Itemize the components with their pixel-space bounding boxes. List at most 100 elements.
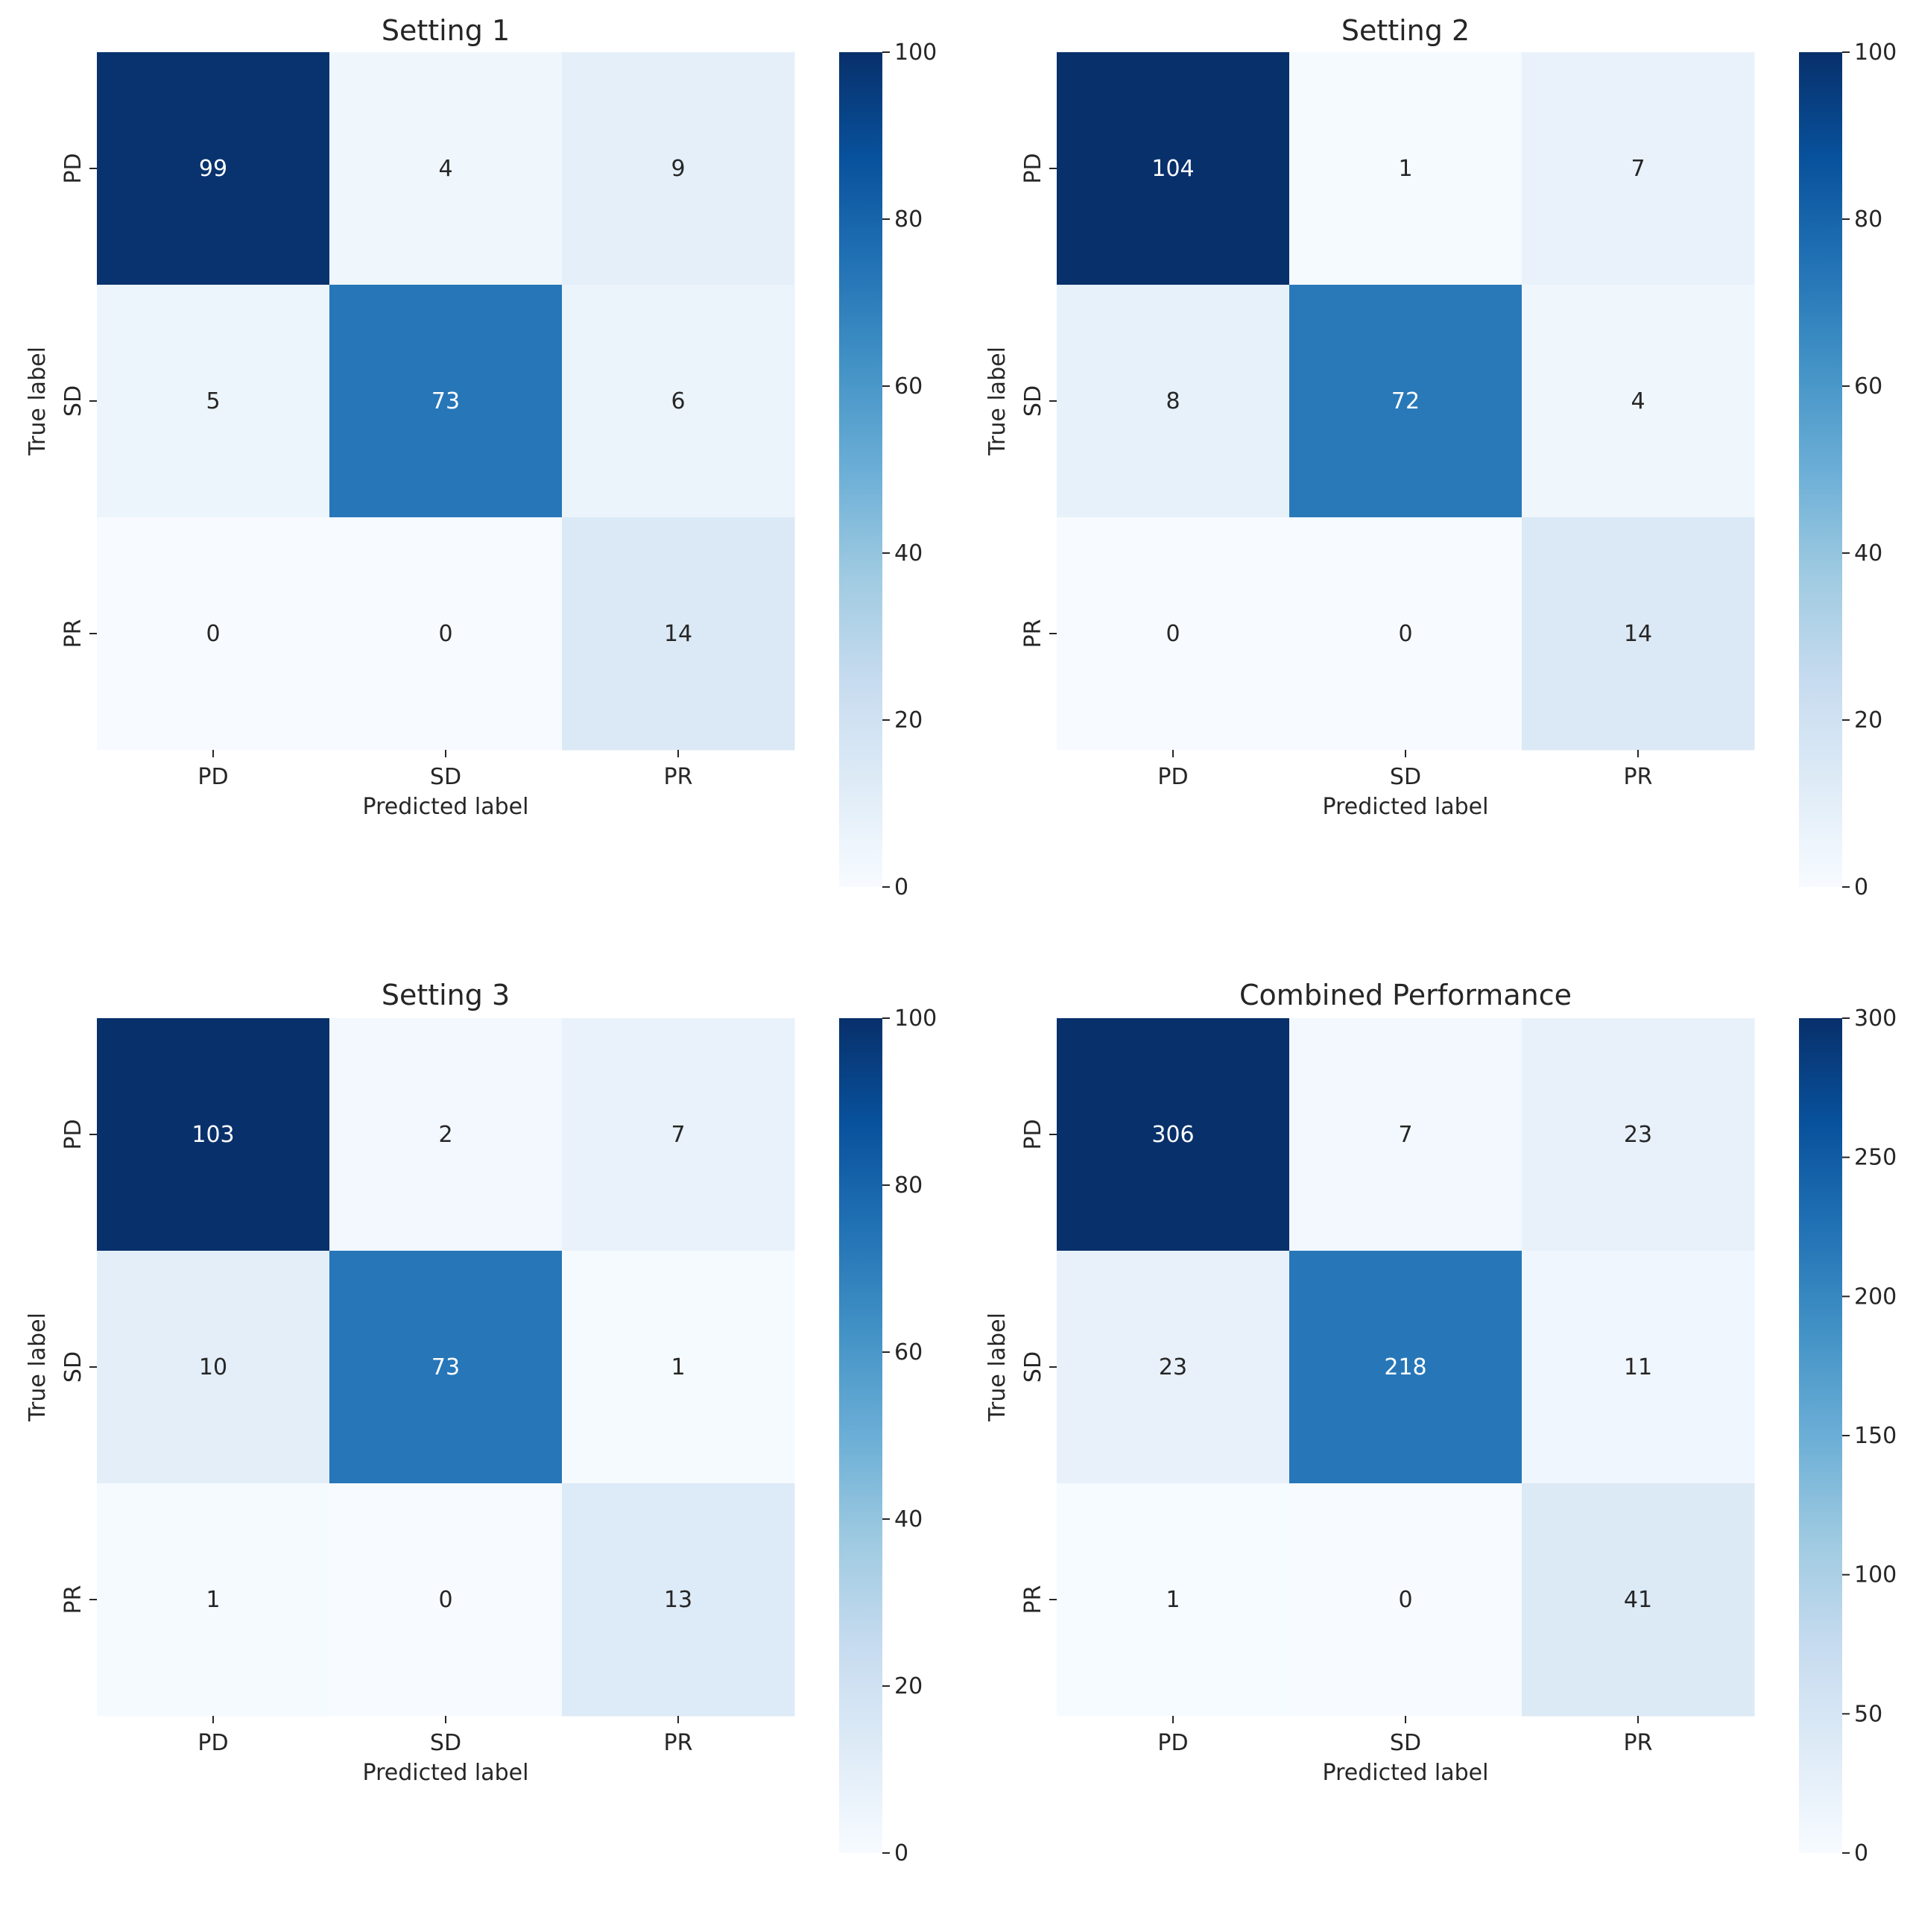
cell-value-label: 0 <box>438 1587 452 1613</box>
colorbar-tick-label: 40 <box>894 540 923 566</box>
x-tick-label: PD <box>1157 764 1188 790</box>
heatmap-cell <box>97 1483 330 1717</box>
colorbar-tick-label: 20 <box>894 707 923 733</box>
colorbar-tick-label: 20 <box>894 1673 923 1699</box>
heatmap-cell <box>329 285 563 518</box>
colorbar <box>1799 1018 1842 1853</box>
colorbar-tick-label: 80 <box>894 1172 923 1199</box>
panel-title: Setting 3 <box>382 979 510 1011</box>
cell-value-label: 41 <box>1624 1587 1652 1613</box>
panel-title: Setting 2 <box>1341 14 1470 47</box>
y-tick-label: PR <box>1020 619 1046 648</box>
cell-value-label: 1 <box>671 1354 685 1380</box>
heatmap-cell <box>1522 1483 1755 1717</box>
cell-value-label: 1 <box>1166 1587 1180 1613</box>
x-tick-label: PD <box>1157 1730 1188 1756</box>
colorbar-tick-label: 150 <box>1854 1423 1897 1449</box>
colorbar <box>1799 52 1842 887</box>
cell-value-label: 0 <box>1398 1587 1412 1613</box>
heatmap-cell <box>1289 52 1523 285</box>
colorbar <box>839 1018 882 1853</box>
y-tick-label: PR <box>1020 1585 1046 1614</box>
heatmap-cell <box>1057 285 1290 518</box>
heatmap-cell <box>562 1483 795 1717</box>
cell-value-label: 2 <box>438 1122 452 1148</box>
colorbar <box>839 52 882 887</box>
cell-value-label: 8 <box>1166 388 1180 414</box>
x-tick-label: SD <box>430 1730 461 1756</box>
colorbar-tick-label: 100 <box>894 40 937 66</box>
y-axis-label: True label <box>984 347 1011 456</box>
y-tick-label: SD <box>1020 1351 1046 1383</box>
heatmap-cell <box>1057 517 1290 751</box>
cell-value-label: 5 <box>206 388 220 414</box>
y-tick-label: SD <box>1020 385 1046 417</box>
cell-value-label: 103 <box>192 1122 234 1148</box>
x-tick-label: SD <box>1390 764 1421 790</box>
colorbar-tick-label: 100 <box>1854 40 1897 66</box>
colorbar-tick-label: 250 <box>1854 1145 1897 1171</box>
heatmap-cell <box>1289 285 1523 518</box>
cell-value-label: 23 <box>1624 1122 1652 1148</box>
heatmap-cell <box>1522 285 1755 518</box>
x-axis-label: Predicted label <box>1323 794 1489 820</box>
y-tick-label: PD <box>60 1119 86 1149</box>
x-axis-label: Predicted label <box>1323 1760 1489 1786</box>
heatmap-cell <box>329 1018 563 1251</box>
x-tick-label: PD <box>197 764 228 790</box>
cell-value-label: 99 <box>199 156 227 182</box>
heatmap-cell <box>1057 1251 1290 1484</box>
x-tick-label: PR <box>1624 1730 1653 1756</box>
cell-value-label: 14 <box>664 621 692 647</box>
y-tick-label: PD <box>1020 1119 1046 1149</box>
cell-value-label: 1 <box>206 1587 220 1613</box>
heatmap-cell <box>329 517 563 751</box>
heatmap-cell <box>1289 1018 1523 1251</box>
colorbar-tick-label: 60 <box>894 1339 923 1366</box>
colorbar-tick-label: 0 <box>1854 1840 1868 1866</box>
colorbar-tick-label: 0 <box>1854 874 1868 900</box>
cell-value-label: 0 <box>1398 621 1412 647</box>
y-tick-label: PR <box>60 619 86 648</box>
cell-value-label: 14 <box>1624 621 1652 647</box>
cell-value-label: 9 <box>671 156 685 182</box>
heatmap-cell <box>97 1251 330 1484</box>
heatmap-cell <box>1522 1018 1755 1251</box>
colorbar-tick-label: 300 <box>1854 1006 1897 1032</box>
cell-value-label: 73 <box>431 1354 460 1380</box>
colorbar-tick-label: 80 <box>894 206 923 233</box>
heatmap-cell <box>97 1018 330 1251</box>
cell-value-label: 4 <box>1631 388 1645 414</box>
colorbar-tick-label: 20 <box>1854 707 1882 733</box>
cell-value-label: 0 <box>1166 621 1180 647</box>
cell-value-label: 7 <box>1398 1122 1412 1148</box>
y-tick-label: SD <box>60 385 86 417</box>
cell-value-label: 6 <box>671 388 685 414</box>
cell-value-label: 13 <box>664 1587 692 1613</box>
cell-value-label: 73 <box>431 388 460 414</box>
x-tick-label: SD <box>1390 1730 1421 1756</box>
cell-value-label: 7 <box>1631 156 1645 182</box>
heatmap-cell <box>97 517 330 751</box>
cell-value-label: 72 <box>1391 388 1420 414</box>
colorbar-tick-label: 60 <box>894 373 923 400</box>
cell-value-label: 23 <box>1159 1354 1187 1380</box>
heatmap-cell <box>562 517 795 751</box>
cell-value-label: 0 <box>206 621 220 647</box>
heatmap-cell <box>562 52 795 285</box>
x-axis-label: Predicted label <box>363 794 529 820</box>
cell-value-label: 218 <box>1384 1354 1426 1380</box>
heatmap-cell <box>1522 52 1755 285</box>
panel-title: Setting 1 <box>382 14 510 47</box>
x-tick-label: PR <box>664 1730 693 1756</box>
x-tick-label: PR <box>664 764 693 790</box>
heatmap-cell <box>97 52 330 285</box>
colorbar-tick-label: 40 <box>1854 540 1882 566</box>
x-tick-label: PR <box>1624 764 1653 790</box>
colorbar-tick-label: 0 <box>894 874 908 900</box>
heatmap-cell <box>1057 52 1290 285</box>
